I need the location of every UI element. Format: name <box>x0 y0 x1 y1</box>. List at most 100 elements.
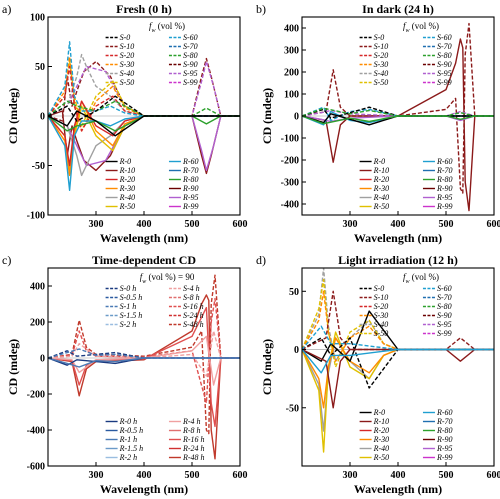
series-line-r-60 <box>302 348 494 374</box>
legend-entry: R-60 <box>436 157 453 166</box>
legend-entry: R-20 <box>373 175 390 184</box>
y-tick-label: 0 <box>294 112 299 123</box>
y-tick-label: -50 <box>286 403 299 414</box>
x-axis-label: Wavelength (nm) <box>100 482 188 496</box>
x-tick-label: 400 <box>137 219 152 230</box>
x-tick-label: 400 <box>391 470 406 481</box>
legend-entry: R-48 h <box>182 453 205 462</box>
legend-entry: S-0 <box>374 33 385 42</box>
legend-entry: S-99 <box>437 329 452 338</box>
y-axis-label: CD (mdeg) <box>260 339 274 395</box>
legend-entry: S-1.5 h <box>120 311 143 320</box>
legend-entry: S-70 <box>183 42 198 51</box>
panel-letter: c) <box>2 253 11 267</box>
legend-entry: S-80 <box>183 51 198 60</box>
legend-entry: R-2 h <box>119 453 138 462</box>
legend-entry: S-10 <box>374 42 389 51</box>
legend-entry: R-4 h <box>182 417 201 426</box>
y-tick-label: 100 <box>30 13 45 24</box>
legend-entry: S-10 <box>120 42 135 51</box>
series-line-s-95 <box>48 60 240 117</box>
series-group <box>302 22 494 212</box>
series-line-s-90 <box>302 22 494 194</box>
panel-title: Time-dependent CD <box>92 253 196 267</box>
legend-entry: S-50 <box>374 329 389 338</box>
legend-s: S-0S-10S-20S-30S-40S-50S-60S-70S-80S-90S… <box>359 284 452 338</box>
x-axis-label: Wavelength (nm) <box>100 231 188 245</box>
y-tick-label: -100 <box>27 211 45 222</box>
legend-entry: S-20 <box>374 51 389 60</box>
legend-entry: S-50 <box>120 78 135 87</box>
legend-header: fw (vol %) <box>403 21 439 34</box>
series-line-s-80 <box>48 100 240 117</box>
legend-entry: R-60 <box>182 157 199 166</box>
y-tick-label: 200 <box>284 68 299 79</box>
legend-r: R-0R-10R-20R-30R-40R-50R-60R-70R-80R-90R… <box>105 157 199 211</box>
legend-entry: R-70 <box>436 417 453 426</box>
legend-entry: S-90 <box>437 311 452 320</box>
legend-header-rest: (vol %) = 90 <box>146 272 195 282</box>
legend-entry: R-0 <box>373 157 386 166</box>
legend-entry: R-80 <box>436 175 453 184</box>
legend-s: S-0 hS-0.5 hS-1 hS-1.5 hS-2 hS-4 hS-8 hS… <box>105 284 204 329</box>
legend-entry: R-0 <box>119 157 132 166</box>
y-tick-label: -200 <box>281 156 299 167</box>
legend-header-rest: (vol %) <box>156 21 186 31</box>
x-tick-label: 500 <box>439 470 454 481</box>
legend-entry: S-16 h <box>183 302 204 311</box>
legend-entry: S-90 <box>183 60 198 69</box>
legend-header: fw (vol %) = 90 <box>140 272 195 285</box>
series-line-s-60 <box>48 41 240 117</box>
legend-header-sub: w <box>406 28 410 34</box>
series-line-r-30 <box>48 100 240 177</box>
legend-entry: S-40 <box>374 320 389 329</box>
y-tick-label: -200 <box>27 390 45 401</box>
legend-entry: R-95 <box>436 444 453 453</box>
x-tick-label: 600 <box>233 470 248 481</box>
legend-entry: S-95 <box>437 320 452 329</box>
y-tick-label: -400 <box>27 426 45 437</box>
legend-entry: R-0 <box>373 408 386 417</box>
panel-title: Light irradiation (12 h) <box>338 253 458 267</box>
legend-entry: S-0 h <box>120 284 137 293</box>
legend-entry: R-10 <box>373 417 390 426</box>
legend-entry: R-20 <box>373 426 390 435</box>
y-axis-label: CD (mdeg) <box>6 339 20 395</box>
legend-header: fw (vol %) <box>403 272 439 285</box>
legend-entry: R-0 h <box>119 417 138 426</box>
legend-entry: R-30 <box>119 184 136 193</box>
legend-entry: S-20 <box>374 302 389 311</box>
legend-header: fw (vol %) <box>149 21 185 34</box>
series-line-s-4-h <box>48 330 240 377</box>
legend-header-rest: (vol %) <box>410 21 440 31</box>
legend-entry: S-80 <box>437 302 452 311</box>
legend-entry: R-24 h <box>182 444 205 453</box>
series-line-s-40 <box>302 268 494 362</box>
legend-entry: R-16 h <box>182 435 205 444</box>
legend-entry: R-0.5 h <box>119 426 144 435</box>
legend-entry: S-4 h <box>183 284 200 293</box>
legend-entry: S-60 <box>183 33 198 42</box>
y-tick-label: -600 <box>27 462 45 473</box>
legend-header-f: f <box>140 272 144 282</box>
legend-entry: S-99 <box>437 78 452 87</box>
y-tick-label: 300 <box>284 46 299 57</box>
legend-entry: R-60 <box>436 408 453 417</box>
y-axis-label: CD (mdeg) <box>260 88 274 144</box>
x-axis-label: Wavelength (nm) <box>354 482 442 496</box>
y-tick-label: -50 <box>32 161 45 172</box>
legend-entry: R-1 h <box>119 435 138 444</box>
legend-s: S-0S-10S-20S-30S-40S-50S-60S-70S-80S-90S… <box>359 33 452 87</box>
x-tick-label: 500 <box>439 219 454 230</box>
legend-entry: S-30 <box>120 60 135 69</box>
legend-entry: S-48 h <box>183 320 204 329</box>
series-line-s-90 <box>48 57 240 122</box>
legend-entry: R-10 <box>373 166 390 175</box>
y-tick-label: 0 <box>294 345 299 356</box>
legend-entry: S-50 <box>374 78 389 87</box>
x-axis-label: Wavelength (nm) <box>354 231 442 245</box>
legend-header-sub: w <box>142 279 146 285</box>
legend-entry: S-70 <box>437 42 452 51</box>
series-line-r-40 <box>302 337 494 432</box>
legend-entry: S-0 <box>374 284 385 293</box>
